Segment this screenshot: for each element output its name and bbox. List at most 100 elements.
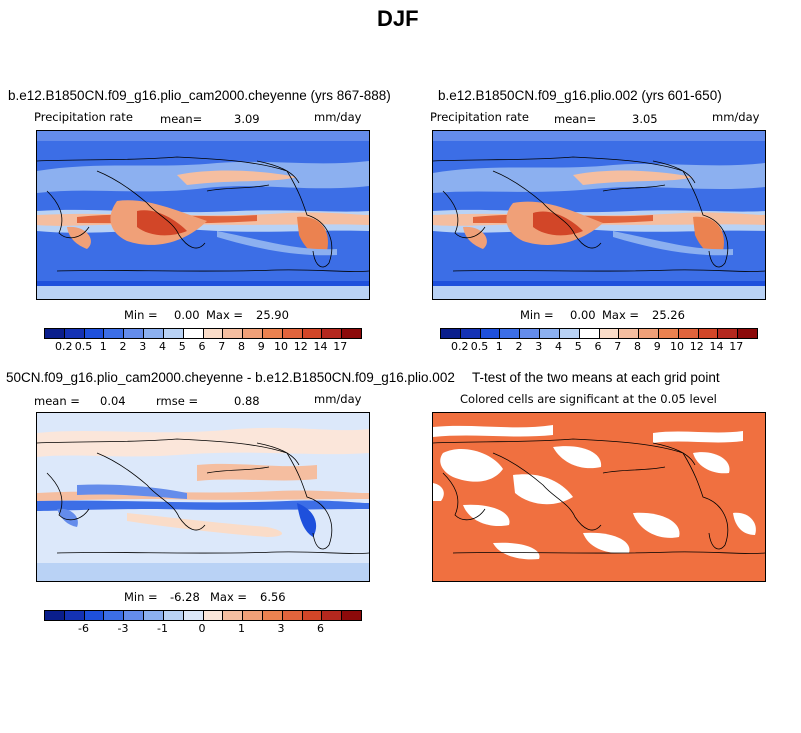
colorbar-swatch: [302, 611, 323, 620]
colorbar-swatch: [500, 329, 521, 338]
colorbar-swatch: [144, 329, 164, 338]
colorbar-tick-label: 1: [99, 340, 107, 353]
colorbar-swatch: [282, 611, 303, 620]
panel2-mean-value: 3.05: [632, 112, 658, 126]
panel2-max-label: Max =: [602, 308, 640, 322]
panel3-min-label: Min =: [124, 590, 158, 604]
colorbar-tick-label: 4: [555, 340, 562, 353]
colorbar-swatch: [84, 611, 105, 620]
colorbar-tick-label: 9: [653, 340, 661, 353]
panel4-subtitle: Colored cells are significant at the 0.0…: [460, 392, 717, 406]
colorbar-tick-label: 1: [495, 340, 503, 353]
colorbar-tick-label: 3: [139, 340, 147, 353]
colorbar-tick-label: 6: [198, 340, 206, 353]
panel2-precip-map: [432, 130, 766, 300]
colorbar-swatch: [144, 611, 164, 620]
colorbar-swatch: [342, 329, 361, 338]
page-title: DJF: [377, 6, 419, 31]
colorbar-tick-label: 5: [574, 340, 582, 353]
panel4-ttest-map: [432, 412, 766, 582]
colorbar-swatch: [540, 329, 560, 338]
panel3-mean-value: 0.04: [100, 394, 126, 408]
colorbar-tick-label: -6: [78, 622, 89, 635]
panel2-min-value: 0.00: [570, 308, 596, 322]
colorbar-tick-label: 0: [198, 622, 206, 635]
panel1-min-label: Min =: [124, 308, 158, 322]
panel3-min-value: -6.28: [170, 590, 200, 604]
panel2-mean-label: mean=: [554, 112, 597, 126]
panel2-units: mm/day: [712, 110, 760, 124]
panel1-colorbar: [44, 328, 362, 339]
colorbar-swatch: [302, 329, 323, 338]
colorbar-swatch: [282, 329, 303, 338]
colorbar-swatch: [639, 329, 659, 338]
colorbar-swatch: [163, 611, 184, 620]
colorbar-swatch: [342, 611, 361, 620]
colorbar-swatch: [84, 329, 105, 338]
colorbar-swatch: [441, 329, 461, 338]
panel3-rmse-value: 0.88: [234, 394, 260, 408]
colorbar-tick-label: 1: [238, 622, 245, 635]
panel1-precip-map: [36, 130, 370, 300]
colorbar-tick-label: 12: [293, 340, 308, 353]
colorbar-swatch: [520, 329, 541, 338]
colorbar-swatch: [480, 329, 501, 338]
colorbar-swatch: [45, 611, 65, 620]
colorbar-swatch: [104, 611, 125, 620]
panel1-mean-value: 3.09: [234, 112, 260, 126]
colorbar-swatch: [698, 329, 719, 338]
colorbar-swatch: [124, 329, 145, 338]
colorbar-swatch: [718, 329, 739, 338]
colorbar-tick-label: 0.2: [451, 340, 469, 353]
panel1-max-label: Max =: [206, 308, 244, 322]
colorbar-swatch: [658, 329, 679, 338]
colorbar-swatch: [163, 329, 184, 338]
colorbar-tick-label: 10: [670, 340, 684, 353]
colorbar-tick-label: 12: [689, 340, 704, 353]
colorbar-tick-label: 10: [274, 340, 288, 353]
colorbar-swatch: [183, 329, 204, 338]
colorbar-tick-label: 17: [333, 340, 348, 353]
colorbar-swatch: [559, 329, 580, 338]
colorbar-swatch: [738, 329, 757, 338]
colorbar-tick-label: 7: [218, 340, 226, 353]
panel3-max-label: Max =: [210, 590, 248, 604]
colorbar-swatch: [203, 329, 224, 338]
colorbar-tick-label: 4: [159, 340, 166, 353]
colorbar-tick-label: -3: [117, 622, 129, 635]
colorbar-swatch: [223, 329, 244, 338]
colorbar-swatch: [322, 329, 343, 338]
panel1-units: mm/day: [314, 110, 362, 124]
colorbar-swatch: [203, 611, 224, 620]
panel2-colorbar: [440, 328, 758, 339]
panel3-colorbar: [44, 610, 362, 621]
colorbar-swatch: [124, 611, 145, 620]
panel2-variable: Precipitation rate: [430, 110, 529, 124]
panel2-max-value: 25.26: [652, 308, 685, 322]
colorbar-swatch: [104, 329, 125, 338]
colorbar-swatch: [183, 611, 204, 620]
colorbar-tick-label: 5: [178, 340, 186, 353]
panel2-case-title: b.e12.B1850CN.f09_g16.plio.002 (yrs 601-…: [438, 88, 722, 103]
panel4-title: T-test of the two means at each grid poi…: [472, 370, 720, 385]
colorbar-tick-label: 3: [277, 622, 285, 635]
colorbar-tick-label: 14: [709, 340, 724, 353]
panel3-rmse-label: rmse =: [156, 394, 199, 408]
colorbar-tick-label: 8: [238, 340, 245, 353]
colorbar-tick-label: 17: [729, 340, 744, 353]
colorbar-tick-label: 6: [594, 340, 602, 353]
colorbar-swatch: [262, 611, 283, 620]
panel1-case-title: b.e12.B1850CN.f09_g16.plio_cam2000.cheye…: [8, 88, 391, 103]
colorbar-swatch: [223, 611, 244, 620]
panel1-min-value: 0.00: [174, 308, 200, 322]
panel3-units: mm/day: [314, 392, 362, 406]
panel3-mean-label: mean =: [34, 394, 80, 408]
colorbar-swatch: [262, 329, 283, 338]
colorbar-tick-label: -1: [157, 622, 168, 635]
panel3-case-title: 50CN.f09_g16.plio_cam2000.cheyenne - b.e…: [6, 370, 455, 385]
colorbar-tick-label: 7: [614, 340, 622, 353]
colorbar-swatch: [243, 329, 263, 338]
panel3-difference-map: [36, 412, 370, 582]
colorbar-tick-label: 6: [317, 622, 324, 635]
colorbar-swatch: [243, 611, 263, 620]
